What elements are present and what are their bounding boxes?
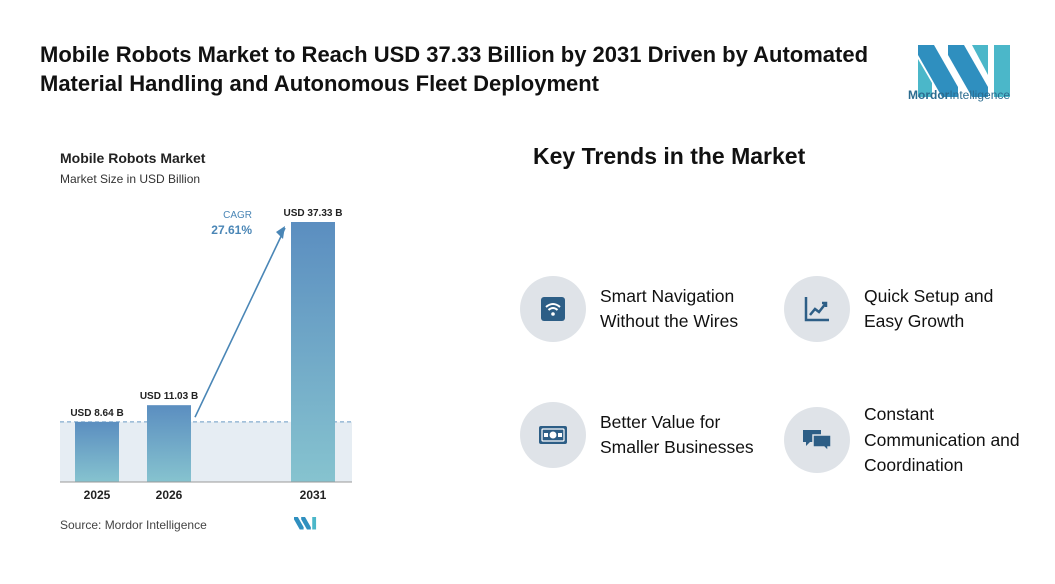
money-icon bbox=[539, 426, 567, 444]
trend-label: Smart Navigation Without the Wires bbox=[600, 285, 739, 332]
chart-title: Mobile Robots Market bbox=[60, 150, 206, 166]
bar-2031 bbox=[291, 222, 335, 482]
trends-title: Key Trends in the Market bbox=[533, 143, 806, 169]
trend-icon-bg bbox=[784, 407, 850, 474]
x-tick-2031: 2031 bbox=[300, 488, 327, 502]
cagr-value: 27.61% bbox=[211, 223, 252, 237]
trend-item-navigation: Smart Navigation Without the Wires bbox=[520, 276, 765, 342]
chat-bubbles-icon bbox=[803, 430, 832, 454]
trend-label: Better Value for Smaller Businesses bbox=[600, 411, 754, 458]
trend-item-communication: Constant Communication and Coordination bbox=[784, 402, 1029, 479]
data-label-2025: USD 8.64 B bbox=[70, 408, 123, 419]
trend-item-value: Better Value for Smaller Businesses bbox=[520, 402, 765, 468]
page-title: Mobile Robots Market to Reach USD 37.33 … bbox=[40, 42, 869, 96]
chart-source: Source: Mordor Intelligence bbox=[60, 518, 207, 532]
trend-item-setup: Quick Setup and Easy Growth bbox=[784, 276, 1029, 342]
chart-subtitle: Market Size in USD Billion bbox=[60, 172, 201, 186]
data-label-2031: USD 37.33 B bbox=[284, 208, 343, 219]
cagr-label: CAGR bbox=[223, 210, 252, 221]
growth-chart-icon bbox=[804, 297, 829, 322]
trend-icon-bg bbox=[784, 276, 850, 342]
brand-name: MordorIntelligence bbox=[908, 88, 1011, 102]
chart-logo-icon bbox=[294, 517, 317, 530]
x-tick-2025: 2025 bbox=[84, 488, 111, 502]
bar-chart: USD 8.64 B 2025 USD 11.03 B 2026 USD 37.33 B… bbox=[60, 208, 352, 530]
trend-icon-bg bbox=[520, 402, 586, 468]
trend-icon-bg bbox=[520, 276, 586, 342]
bar-2026 bbox=[147, 405, 191, 482]
bar-2025 bbox=[75, 421, 119, 482]
trend-label: Quick Setup and Easy Growth bbox=[864, 285, 994, 332]
data-label-2026: USD 11.03 B bbox=[140, 391, 198, 402]
mordor-logo-icon bbox=[918, 45, 1010, 97]
chart-card: Mobile Robots Market Market Size in USD … bbox=[38, 138, 364, 542]
cagr-arrow-head bbox=[276, 226, 285, 239]
cagr-arrow-line bbox=[194, 227, 286, 418]
wifi-icon bbox=[541, 297, 565, 321]
trend-label: Constant Communication and Coordination bbox=[864, 404, 1020, 475]
x-tick-2026: 2026 bbox=[156, 488, 183, 502]
